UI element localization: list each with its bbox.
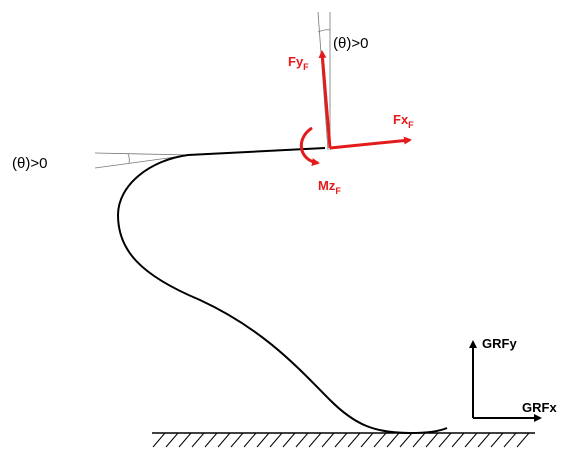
hatch-line — [400, 433, 412, 447]
hatch-line — [283, 433, 295, 447]
hatch-line — [413, 433, 425, 447]
hatch-line — [231, 433, 243, 447]
hatch-line — [387, 433, 399, 447]
diagram: (θ)>0 (θ)>0 FyF FxF MzF GRFy GRFx — [0, 0, 562, 450]
page: (θ)>0 (θ)>0 FyF FxF MzF GRFy GRFx (() =>… — [0, 0, 562, 450]
angle-lines-left — [95, 153, 190, 168]
hatch-line — [270, 433, 282, 447]
hatch-line — [517, 433, 529, 447]
hatch-line — [192, 433, 204, 447]
force-subscript: F — [303, 62, 309, 72]
foot-outline — [118, 148, 447, 433]
force-label: FyF — [288, 54, 309, 72]
hatch-line — [504, 433, 516, 447]
force-subscript: F — [335, 186, 341, 196]
hatch-line — [426, 433, 438, 447]
force-x-arrow — [330, 140, 410, 148]
hatch-line — [491, 433, 503, 447]
force-label: FxF — [393, 112, 414, 130]
angle-label: (θ)>0 — [333, 35, 368, 52]
force-symbol: Fx — [393, 112, 409, 127]
hatch-line — [439, 433, 451, 447]
force-subscript: F — [408, 120, 414, 130]
force-symbol: Mz — [318, 178, 336, 193]
hatch-line — [166, 433, 178, 447]
force-label: MzF — [318, 178, 341, 196]
hatch-line — [465, 433, 477, 447]
hatch-line — [205, 433, 217, 447]
hatch-line — [257, 433, 269, 447]
moment-arrow — [301, 128, 318, 163]
hatch-line — [309, 433, 321, 447]
grf-label: GRFy — [482, 336, 517, 351]
hatch-line — [296, 433, 308, 447]
hatch-line — [218, 433, 230, 447]
hatch-line — [478, 433, 490, 447]
force-y-arrow — [322, 52, 330, 148]
force-symbol: Fy — [288, 54, 304, 69]
hatch-line — [322, 433, 334, 447]
hatch-line — [374, 433, 386, 447]
hatch-line — [179, 433, 191, 447]
ground — [152, 433, 535, 447]
hatch-line — [153, 433, 165, 447]
grf-label: GRFx — [522, 400, 557, 415]
hatch-line — [348, 433, 360, 447]
hatch-line — [361, 433, 373, 447]
hatch-line — [244, 433, 256, 447]
hatch-line — [452, 433, 464, 447]
angle-label: (θ)>0 — [12, 155, 47, 172]
hatch-line — [335, 433, 347, 447]
